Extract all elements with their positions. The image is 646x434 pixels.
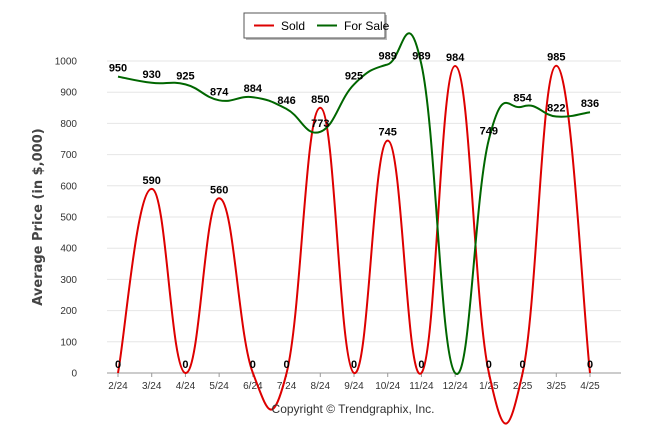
y-tick-label: 900 (60, 88, 77, 99)
x-tick-label: 4/25 (580, 381, 600, 392)
copyright-text: Copyright © Trendgraphix, Inc. (272, 402, 435, 416)
data-label-sold: 0 (587, 359, 593, 371)
y-tick-label: 300 (60, 275, 77, 286)
data-label-for-sale: 989 (379, 50, 397, 62)
x-tick-label: 6/24 (243, 381, 263, 392)
data-label-sold: 0 (284, 359, 290, 371)
data-label-sold: 0 (250, 359, 256, 371)
data-label-sold: 0 (486, 359, 492, 371)
y-tick-label: 200 (60, 306, 77, 317)
data-label-sold: 984 (446, 52, 465, 64)
x-tick-label: 4/24 (176, 381, 196, 392)
data-label-for-sale: 989 (412, 50, 430, 62)
y-tick-label: 600 (60, 181, 77, 192)
x-tick-label: 2/24 (108, 381, 128, 392)
y-tick-label: 800 (60, 119, 77, 130)
data-label-for-sale: 749 (480, 125, 498, 137)
data-label-sold: 985 (547, 52, 565, 64)
x-tick-label: 5/24 (209, 381, 229, 392)
legend: Sold For Sale (243, 12, 390, 40)
data-label-for-sale: 874 (210, 86, 229, 98)
data-label-sold: 0 (418, 359, 424, 371)
data-label-for-sale: 773 (311, 118, 329, 130)
data-label-for-sale: 854 (513, 93, 532, 105)
y-tick-label: 100 (60, 337, 77, 348)
y-tick-label: 500 (60, 213, 77, 224)
data-label-for-sale: 930 (143, 69, 161, 81)
data-label-for-sale: 925 (176, 70, 194, 82)
series-line-for-sale (117, 32, 591, 375)
x-tick-label: 11/24 (409, 381, 434, 392)
data-label-sold: 745 (379, 127, 397, 139)
y-tick-label: 700 (60, 150, 77, 161)
y-tick-label: 400 (60, 244, 77, 255)
data-label-sold: 0 (115, 359, 121, 371)
x-tick-label: 8/24 (311, 381, 331, 392)
y-tick-label: 0 (71, 369, 77, 380)
data-label-for-sale: 846 (277, 95, 295, 107)
axes: 0 100 200 300 400 500 600 700 800 900 1000 2/24 3/24… (55, 57, 621, 392)
x-tick-label: 7/24 (277, 381, 297, 392)
y-axis-title: Average Price (in $,000) (31, 128, 46, 305)
legend-label-for-sale: For Sale (344, 19, 390, 33)
data-label-sold: 590 (143, 175, 161, 187)
legend-label-sold: Sold (281, 19, 305, 33)
data-label-for-sale: 822 (547, 103, 565, 115)
data-label-sold: 850 (311, 94, 329, 106)
data-label-for-sale: 925 (345, 70, 363, 82)
x-tick-label: 1/25 (479, 381, 499, 392)
data-label-for-sale: 884 (244, 83, 263, 95)
x-tick-label: 3/25 (547, 381, 567, 392)
y-tick-label: 1000 (55, 57, 78, 68)
x-tick-label: 9/24 (344, 381, 364, 392)
x-tick-label: 12/24 (443, 381, 468, 392)
data-label-sold: 0 (520, 359, 526, 371)
x-tick-label: 3/24 (142, 381, 162, 392)
series-line-sold (117, 64, 591, 425)
x-tick-label: 2/25 (513, 381, 533, 392)
data-label-for-sale: 836 (581, 98, 599, 110)
x-tick-label: 10/24 (375, 381, 400, 392)
data-label-sold: 560 (210, 184, 228, 196)
series-layer (117, 32, 591, 425)
data-label-for-sale: 950 (109, 63, 127, 75)
gridlines (107, 60, 621, 343)
data-label-sold: 0 (182, 359, 188, 371)
data-labels: 0 590 0 560 0 0 850 0 745 0 984 0 0 985 0 950 930 925 874 8… (109, 50, 599, 371)
data-label-sold: 0 (351, 359, 357, 371)
